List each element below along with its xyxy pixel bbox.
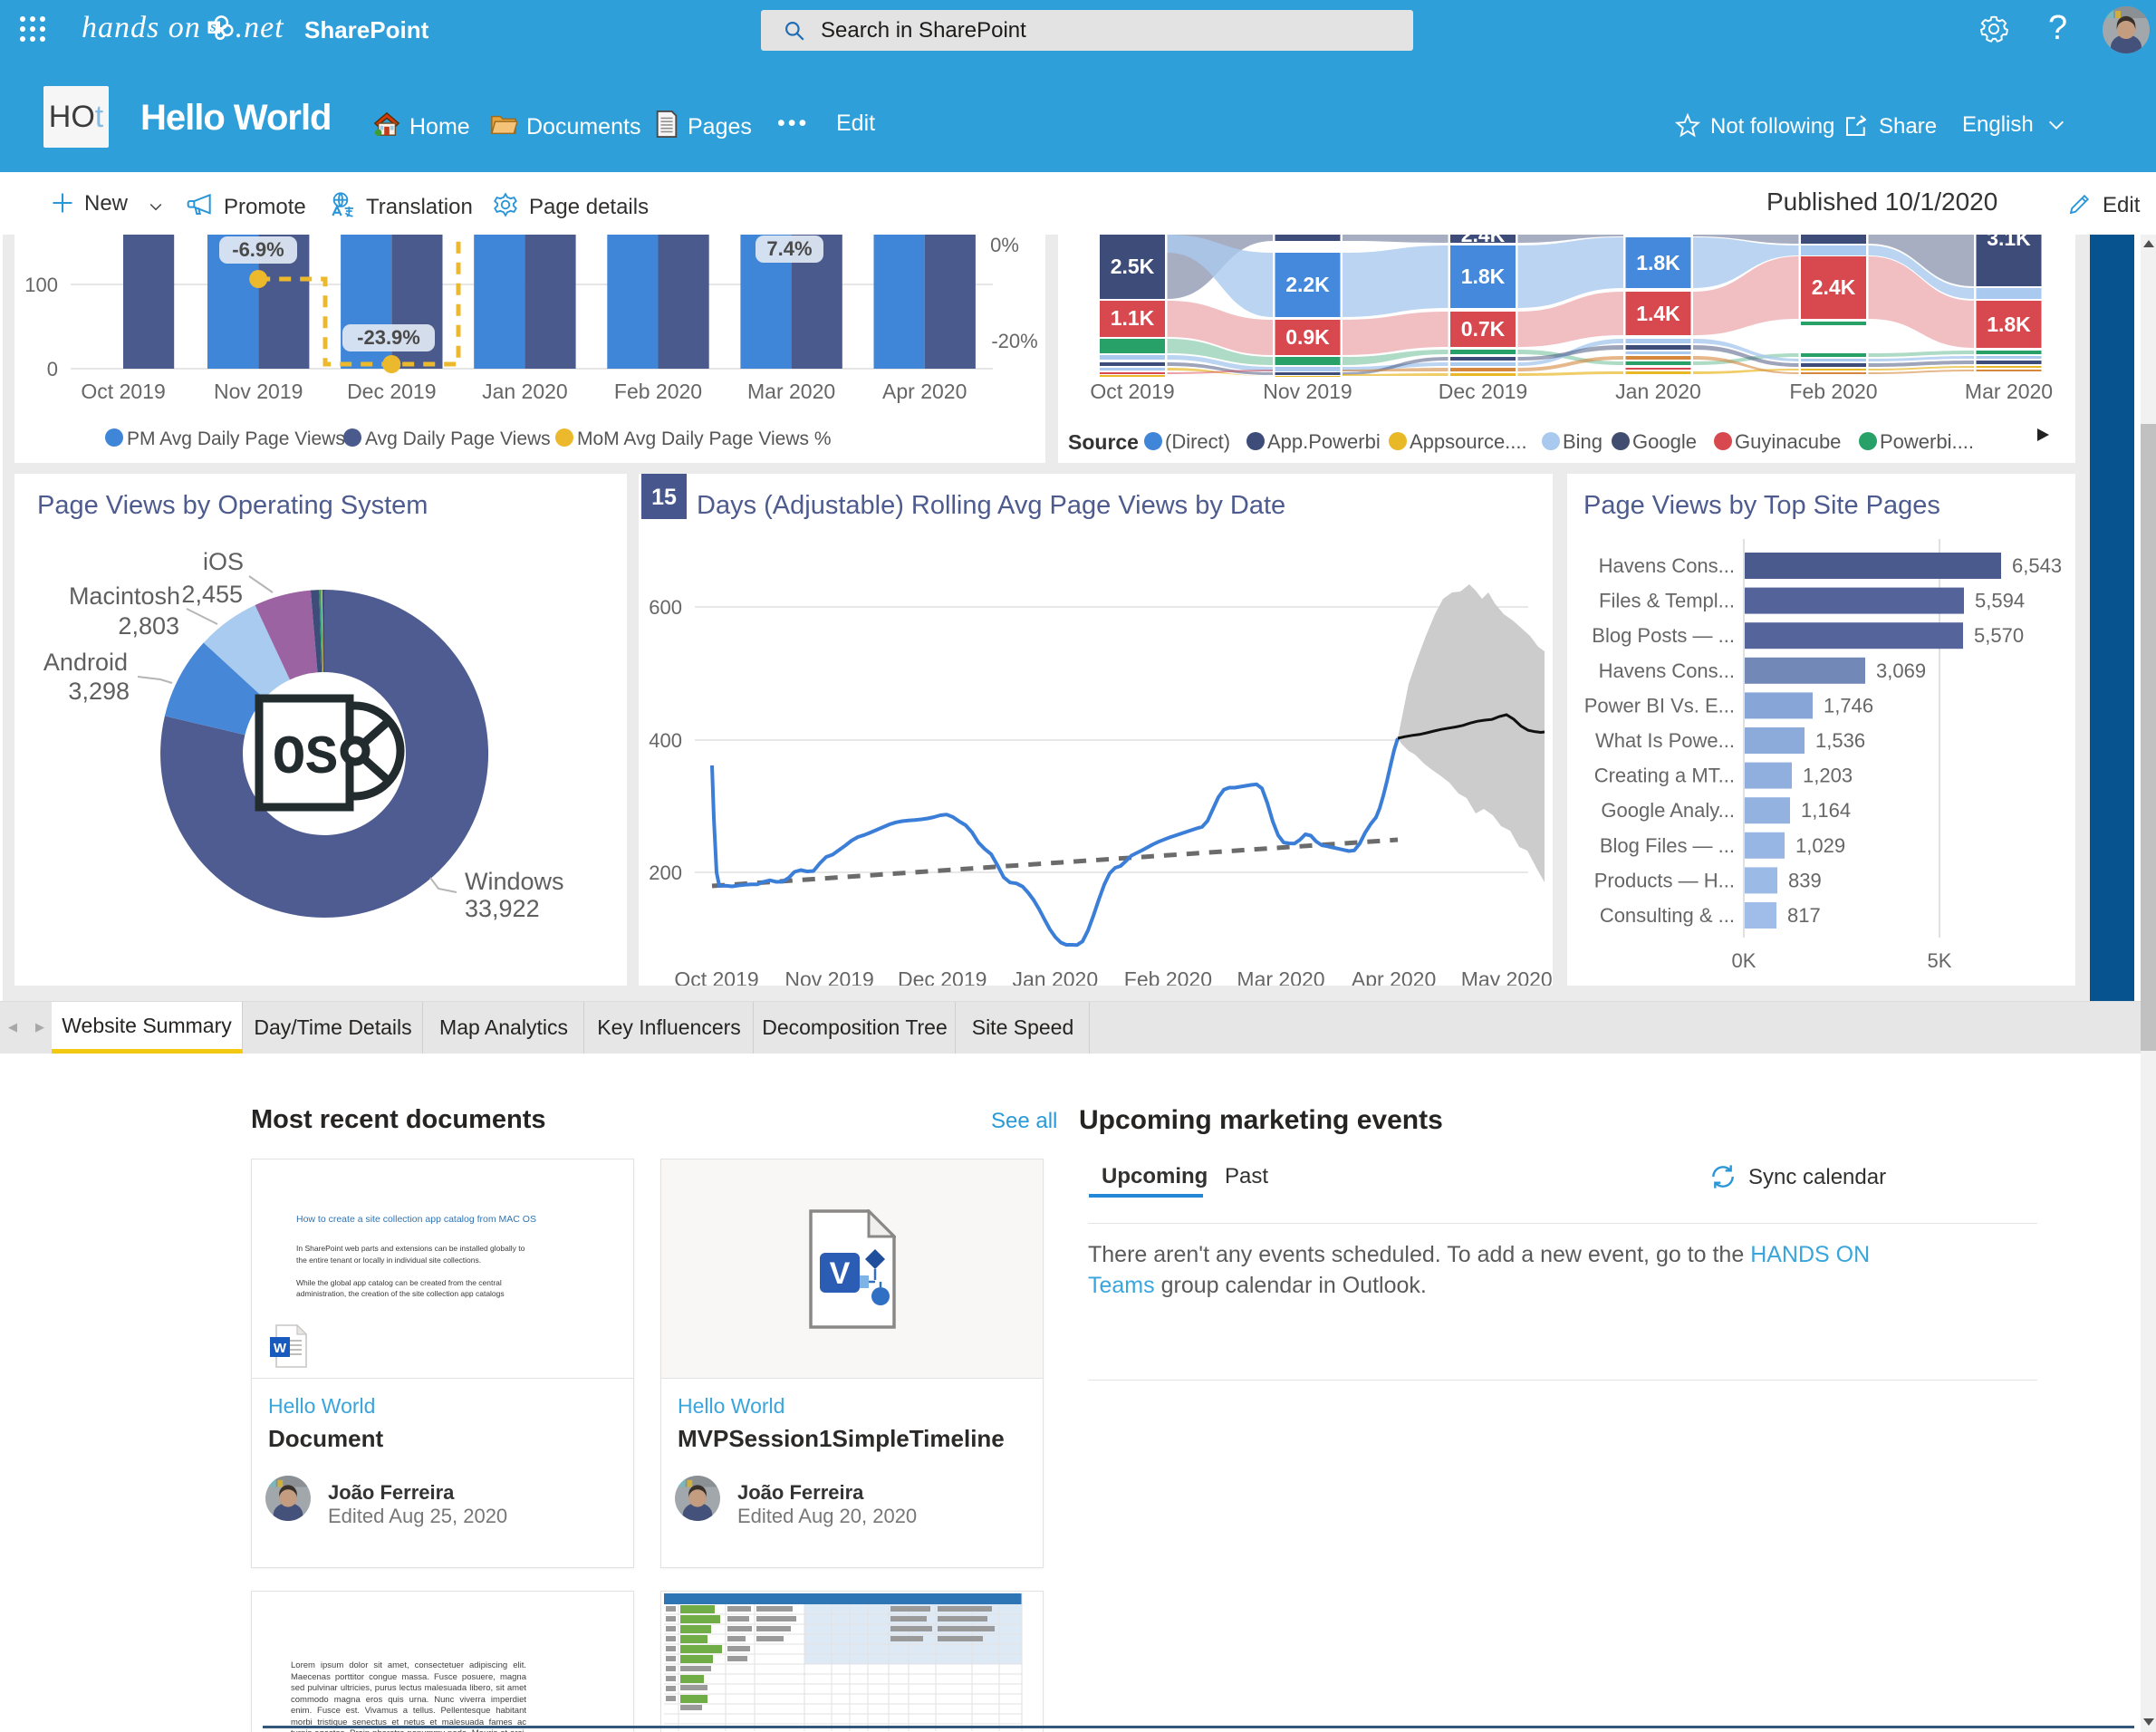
svg-text:15: 15 [651,485,677,510]
svg-text:1.8K: 1.8K [1636,251,1680,274]
svg-text:Appsource....: Appsource.... [1410,430,1527,453]
svg-text:1,746: 1,746 [1824,694,1873,717]
svg-text:Days (Adjustable) Rolling Avg: Days (Adjustable) Rolling Avg Page Views… [697,491,1285,520]
svg-text:Blog Files — ...: Blog Files — ... [1600,834,1735,857]
svg-text:OS: OS [273,728,338,790]
svg-text:Page Views by Operating System: Page Views by Operating System [37,491,428,520]
svg-text:Nov 2019: Nov 2019 [784,967,873,986]
svg-text:Dec 2019: Dec 2019 [347,380,436,403]
svg-text:0%: 0% [990,235,1019,256]
svg-text:1.4K: 1.4K [1636,302,1680,325]
svg-text:Nov 2019: Nov 2019 [1263,380,1352,403]
svg-text:Android: Android [43,649,128,676]
svg-text:Blog Posts — ...: Blog Posts — ... [1592,624,1735,647]
svg-text:Macintosh: Macintosh [69,582,180,610]
svg-text:-6.9%: -6.9% [232,238,284,261]
svg-text:Page Views by Top Site Pages: Page Views by Top Site Pages [1583,491,1940,520]
svg-text:Feb 2020: Feb 2020 [1789,380,1877,403]
svg-text:Products — H...: Products — H... [1594,869,1735,891]
svg-text:-23.9%: -23.9% [357,326,420,349]
svg-text:1,203: 1,203 [1803,765,1853,787]
svg-text:5,570: 5,570 [1974,624,2024,647]
svg-text:2,803: 2,803 [118,612,179,640]
svg-text:S: S [209,21,217,34]
svg-text:-20%: -20% [991,330,1037,352]
svg-text:Powerbi....: Powerbi.... [1880,430,1974,453]
svg-text:200: 200 [649,861,682,884]
svg-text:3,069: 3,069 [1876,659,1926,682]
svg-text:2,455: 2,455 [181,581,243,608]
svg-text:App.Powerbi: App.Powerbi [1267,430,1381,453]
svg-text:V: V [830,1256,851,1291]
svg-text:Creating a MT...: Creating a MT... [1594,765,1735,787]
svg-text:5K: 5K [1928,949,1952,972]
svg-text:2.4K: 2.4K [1812,275,1856,299]
svg-text:Jan 2020: Jan 2020 [1615,380,1701,403]
svg-text:Jan 2020: Jan 2020 [482,380,568,403]
svg-text:0: 0 [47,358,58,380]
svg-text:Power BI Vs. E...: Power BI Vs. E... [1584,694,1735,717]
svg-text:Google Analy...: Google Analy... [1601,799,1735,822]
svg-text:400: 400 [649,729,682,752]
svg-text:Files & Templ...: Files & Templ... [1599,590,1735,612]
svg-text:3.1K: 3.1K [1987,235,2031,250]
svg-text:817: 817 [1787,904,1821,927]
svg-text:0.7K: 0.7K [1461,317,1506,341]
svg-text:5,594: 5,594 [1975,590,2025,612]
svg-text:1.8K: 1.8K [1987,313,2031,336]
svg-text:1,164: 1,164 [1801,799,1851,822]
svg-text:(Direct): (Direct) [1165,430,1230,453]
svg-text:Oct 2019: Oct 2019 [81,380,165,403]
svg-text:1.1K: 1.1K [1111,306,1155,330]
svg-text:PM Avg Daily Page Views: PM Avg Daily Page Views [127,428,345,449]
svg-text:33,922: 33,922 [465,895,540,922]
svg-text:Oct 2019: Oct 2019 [1090,380,1174,403]
svg-text:Apr 2020: Apr 2020 [882,380,967,403]
svg-text:Source: Source [1068,430,1139,454]
svg-text:100: 100 [24,274,58,296]
svg-text:Havens Cons...: Havens Cons... [1599,554,1735,577]
svg-text:Apr 2020: Apr 2020 [1352,967,1436,986]
svg-text:2.4K: 2.4K [1461,235,1506,246]
svg-text:Havens Cons...: Havens Cons... [1599,659,1735,682]
svg-text:MoM Avg Daily Page Views %: MoM Avg Daily Page Views % [577,428,832,449]
svg-text:Feb 2020: Feb 2020 [614,380,702,403]
svg-text:0.9K: 0.9K [1285,325,1330,349]
svg-text:0K: 0K [1732,949,1757,972]
svg-text:Feb 2020: Feb 2020 [1124,967,1212,986]
svg-text:Dec 2019: Dec 2019 [898,967,987,986]
svg-text:Jan 2020: Jan 2020 [1012,967,1098,986]
svg-text:Nov 2019: Nov 2019 [214,380,303,403]
svg-text:Bing: Bing [1563,430,1603,453]
svg-text:1,029: 1,029 [1795,834,1845,857]
svg-text:1,536: 1,536 [1815,729,1865,752]
svg-text:2.5K: 2.5K [1111,255,1155,278]
svg-text:May 2020: May 2020 [1461,967,1553,986]
svg-text:Oct 2019: Oct 2019 [674,967,758,986]
svg-text:Mar 2020: Mar 2020 [747,380,835,403]
svg-text:Windows: Windows [465,868,564,895]
svg-text:Guyinacube: Guyinacube [1735,430,1841,453]
svg-text:What Is Powe...: What Is Powe... [1595,729,1735,752]
svg-text:iOS: iOS [203,548,244,575]
svg-text:Google: Google [1632,430,1697,453]
svg-text:Dec 2019: Dec 2019 [1439,380,1527,403]
svg-text:3,298: 3,298 [68,678,130,705]
svg-text:1.8K: 1.8K [1461,265,1506,288]
svg-text:Consulting & ...: Consulting & ... [1600,904,1735,927]
svg-text:Avg Daily Page Views: Avg Daily Page Views [365,428,551,449]
svg-text:Mar 2020: Mar 2020 [1965,380,2053,403]
svg-text:Mar 2020: Mar 2020 [1237,967,1324,986]
svg-text:600: 600 [649,596,682,619]
svg-text:W: W [274,1341,287,1356]
svg-text:6,543: 6,543 [2012,554,2062,577]
svg-text:2.2K: 2.2K [1285,273,1330,296]
svg-text:839: 839 [1788,869,1822,891]
svg-text:7.4%: 7.4% [766,237,812,260]
